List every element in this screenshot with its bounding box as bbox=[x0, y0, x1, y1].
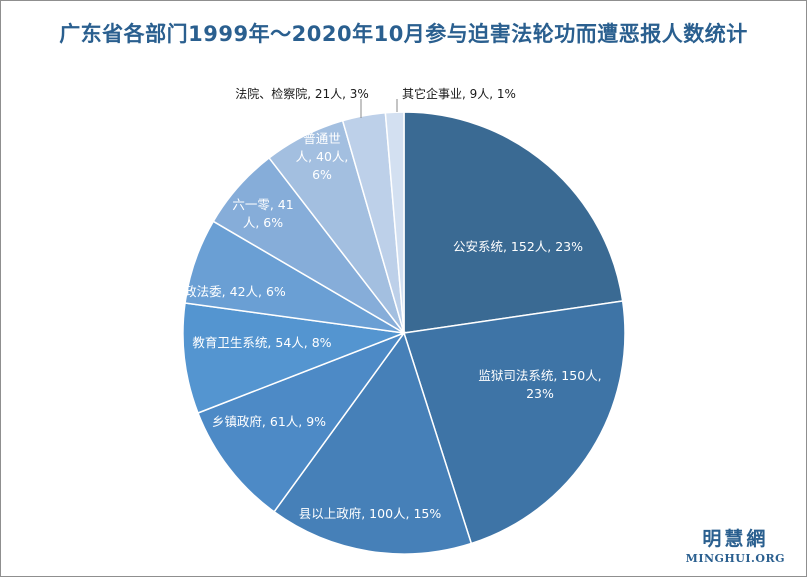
pie-slice bbox=[384, 111, 405, 334]
logo-chinese: 明慧網 bbox=[702, 528, 769, 550]
chart-title: 广东省各部门1999年～2020年10月参与迫害法轮功而遭恶报人数统计 bbox=[59, 22, 748, 46]
pie-slice bbox=[197, 331, 407, 513]
pie-slice bbox=[403, 111, 624, 334]
pie-slice bbox=[182, 302, 407, 414]
pie-slice bbox=[403, 300, 626, 545]
slice-label: 政法委, 42人, 6% bbox=[184, 284, 286, 299]
logo-english: MINGHUI.ORG bbox=[685, 552, 785, 565]
slice-label: 教育卫生系统, 54人, 8% bbox=[192, 335, 331, 350]
slice-label: 法院、检察院, 21人, 3% bbox=[235, 86, 369, 101]
slice-label: 乡镇政府, 61人, 9% bbox=[212, 414, 326, 429]
slice-label: 县以上政府, 100人, 15% bbox=[299, 506, 442, 521]
leader-lines bbox=[360, 99, 398, 118]
pie-slices bbox=[182, 111, 626, 555]
slice-label: 六一零, 41 人, 6% bbox=[232, 197, 293, 230]
slice-labels: 公安系统, 152人, 23% 监狱司法系统, 150人, 23% 县以上政府, 10… bbox=[184, 86, 601, 521]
slice-label: 其它企事业, 9人, 1% bbox=[402, 86, 516, 101]
slice-label: 普通世人, 40人, 6% bbox=[296, 131, 349, 182]
slice-label: 公安系统, 152人, 23% bbox=[453, 239, 583, 254]
minghui-logo: 明慧網 MINGHUI.ORG bbox=[686, 524, 785, 565]
pie-slice bbox=[273, 331, 473, 555]
slice-label: 监狱司法系统, 150人, 23% bbox=[478, 368, 601, 401]
